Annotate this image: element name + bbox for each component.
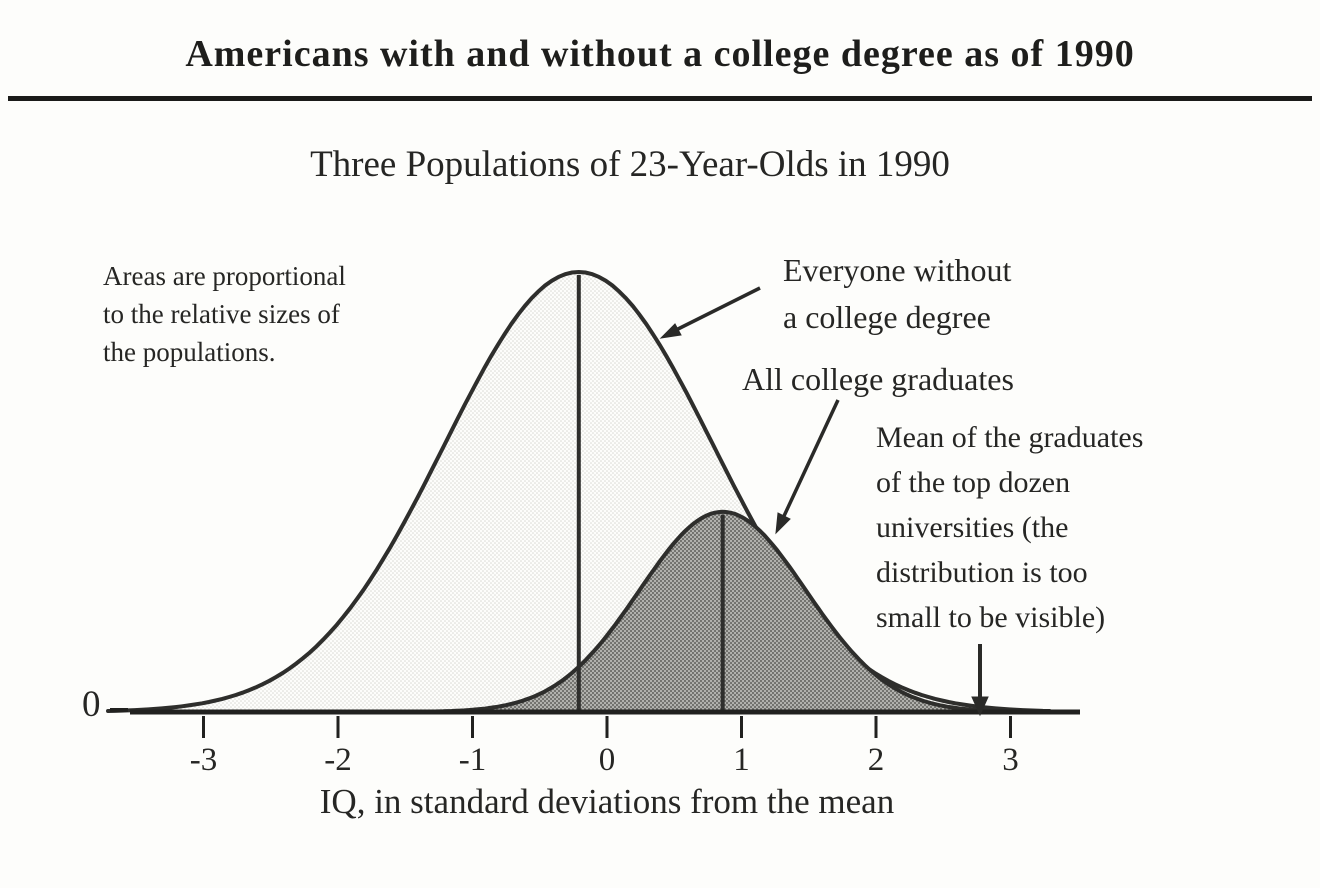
x-tick-label-3: 3 (1002, 742, 1019, 778)
top-dozen-mean-arrow (971, 644, 989, 717)
x-tick-label-1: 1 (733, 742, 750, 778)
everyone-arrow (659, 286, 761, 339)
chart-title: Three Populations of 23-Year-Olds in 199… (310, 144, 950, 185)
x-axis-title: IQ, in standard deviations from the mean (319, 782, 895, 821)
mean-lines (576, 275, 725, 712)
page-title: Americans with and without a college deg… (185, 33, 1135, 75)
x-axis (110, 708, 1080, 715)
title-rule-divider (8, 96, 1312, 101)
all-college-arrow (775, 399, 840, 535)
label-all-college-graduates: All college graduates (742, 361, 1014, 397)
label-everyone-without-degree: Everyone without a college degree (783, 252, 1012, 335)
label-top-dozen-universities: Mean of the graduates of the top dozen u… (876, 421, 1144, 634)
curve-line-all-college-graduates (428, 509, 1017, 714)
x-tick-label--2: -2 (324, 742, 352, 778)
curve-line-everyone-without-a-college-degree (106, 269, 1052, 713)
x-tick-label-2: 2 (868, 742, 885, 778)
x-tick-label-0: 0 (599, 742, 616, 778)
x-axis-ticks: -3 -2 -1 0 1 2 3 (190, 716, 1019, 778)
areas-proportional-note: Areas are proportional to the relative s… (103, 261, 346, 367)
x-tick-label--1: -1 (459, 742, 487, 778)
x-tick-label--3: -3 (190, 742, 218, 778)
y-axis-zero-label: 0 (82, 684, 101, 725)
distribution-chart: -3 -2 -1 0 1 2 3 (106, 269, 1080, 778)
